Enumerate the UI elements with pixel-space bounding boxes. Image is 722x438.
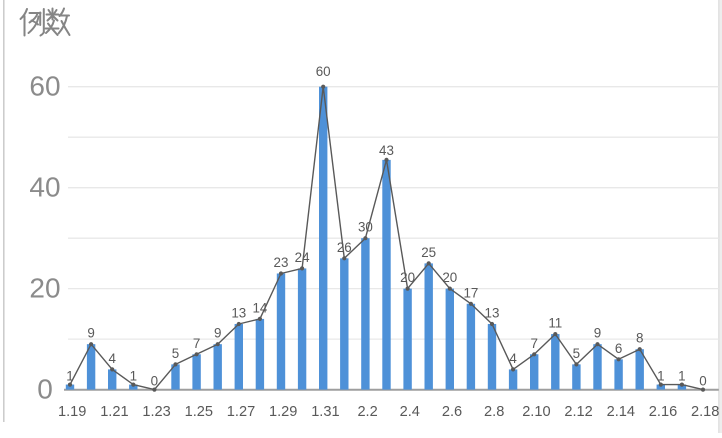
svg-text:9: 9 — [594, 326, 601, 341]
svg-text:1.23: 1.23 — [142, 404, 170, 420]
svg-text:6: 6 — [615, 341, 622, 356]
svg-text:2.4: 2.4 — [400, 404, 420, 420]
svg-text:30: 30 — [358, 220, 373, 235]
svg-text:60: 60 — [29, 71, 60, 102]
svg-text:7: 7 — [530, 336, 537, 351]
svg-text:0: 0 — [151, 374, 158, 389]
svg-text:26: 26 — [337, 240, 352, 255]
svg-text:20: 20 — [29, 273, 60, 304]
svg-text:0: 0 — [37, 374, 53, 405]
svg-text:1.25: 1.25 — [185, 404, 213, 420]
svg-text:60: 60 — [316, 64, 331, 79]
svg-text:2.14: 2.14 — [607, 404, 635, 420]
svg-text:2.18: 2.18 — [691, 404, 719, 420]
svg-text:1: 1 — [678, 369, 685, 384]
svg-text:1: 1 — [130, 369, 137, 384]
svg-text:1: 1 — [66, 369, 73, 384]
svg-text:25: 25 — [421, 245, 436, 260]
svg-text:2.12: 2.12 — [564, 404, 592, 420]
svg-text:1.27: 1.27 — [227, 404, 255, 420]
svg-text:2.10: 2.10 — [522, 404, 550, 420]
svg-text:2.2: 2.2 — [357, 404, 377, 420]
svg-text:1: 1 — [657, 369, 664, 384]
svg-text:5: 5 — [573, 346, 580, 361]
svg-text:9: 9 — [87, 326, 94, 341]
svg-text:1.19: 1.19 — [58, 404, 86, 420]
svg-text:11: 11 — [548, 316, 562, 331]
svg-text:4: 4 — [108, 351, 116, 366]
svg-text:8: 8 — [636, 331, 643, 346]
svg-text:13: 13 — [231, 306, 246, 321]
svg-text:4: 4 — [509, 351, 517, 366]
svg-text:1.29: 1.29 — [269, 404, 297, 420]
svg-text:5: 5 — [172, 346, 179, 361]
svg-text:17: 17 — [463, 285, 478, 300]
svg-text:14: 14 — [252, 300, 267, 315]
svg-text:24: 24 — [295, 250, 310, 265]
svg-text:9: 9 — [214, 326, 221, 341]
svg-text:1.21: 1.21 — [100, 404, 128, 420]
svg-text:13: 13 — [485, 306, 500, 321]
svg-text:2.6: 2.6 — [442, 404, 462, 420]
svg-text:20: 20 — [442, 270, 457, 285]
svg-text:20: 20 — [400, 270, 415, 285]
svg-text:1.31: 1.31 — [311, 404, 339, 420]
svg-text:40: 40 — [29, 172, 60, 203]
svg-text:2.16: 2.16 — [649, 404, 677, 420]
svg-text:2.8: 2.8 — [484, 404, 504, 420]
svg-text:23: 23 — [274, 255, 289, 270]
svg-text:7: 7 — [193, 336, 200, 351]
svg-text:0: 0 — [699, 374, 706, 389]
svg-text:43: 43 — [379, 143, 394, 158]
